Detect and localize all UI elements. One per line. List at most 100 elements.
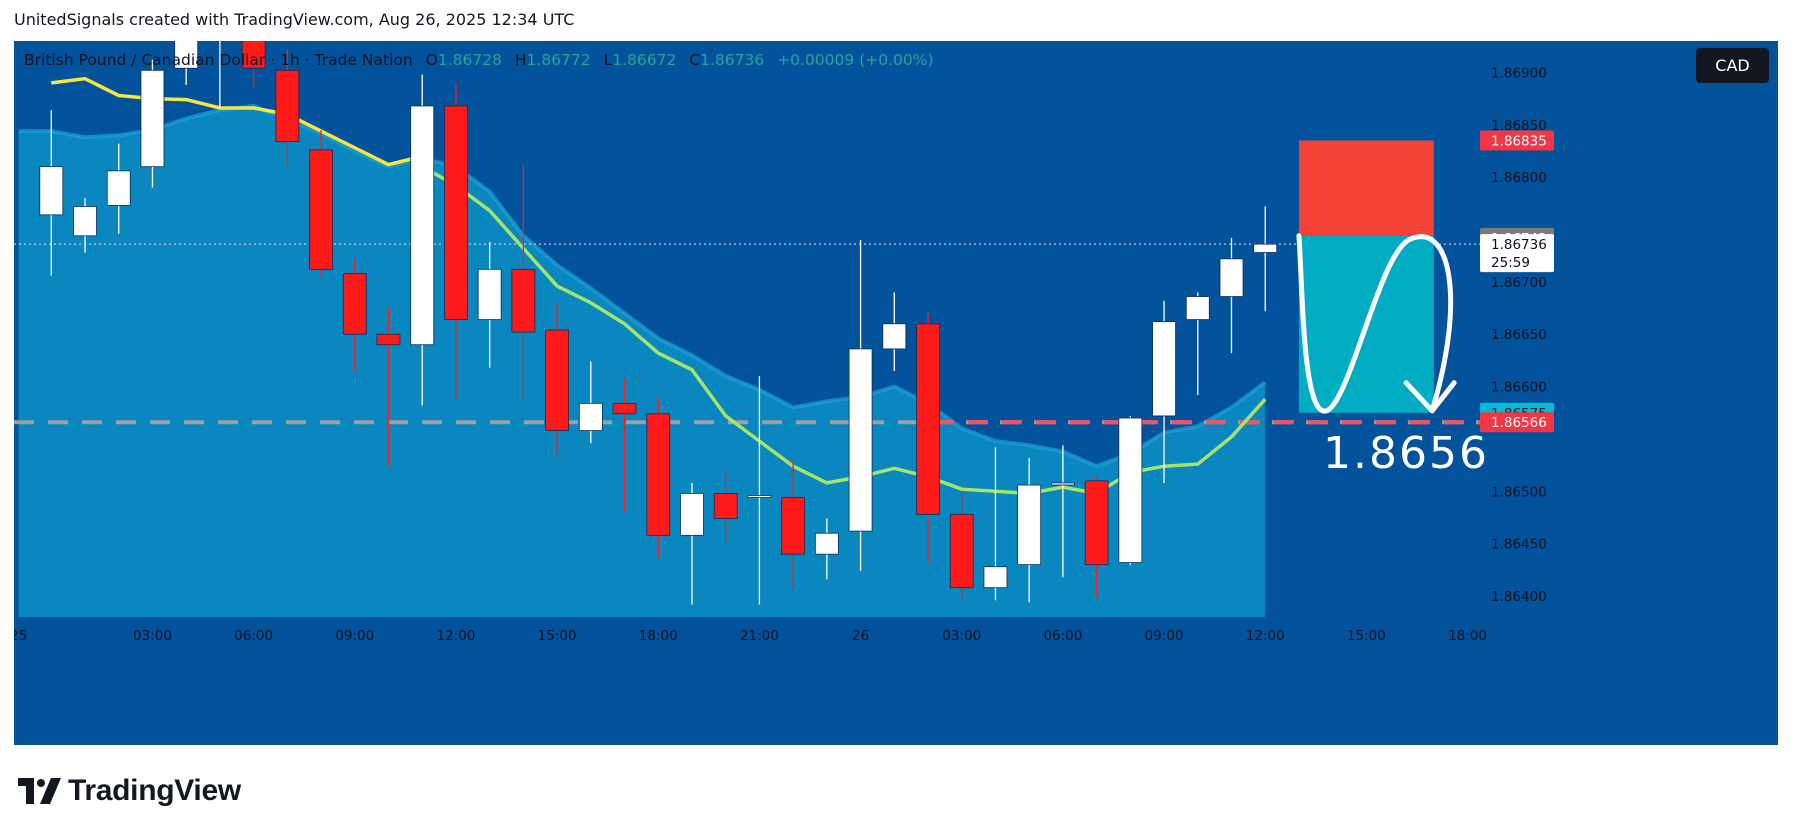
symbol-legend: British Pound / Canadian Dollar · 1h · T… [24, 51, 934, 69]
candle-body [39, 166, 64, 216]
candle-body [376, 333, 401, 346]
time-tick-label: 15:00 [538, 628, 577, 644]
time-tick-label: 03:00 [942, 628, 981, 644]
candle [680, 482, 704, 605]
candle [916, 313, 940, 563]
candle [241, 41, 266, 88]
legend-low-value: 1.86672 [612, 51, 677, 69]
price-tick-label: 1.86600 [1491, 380, 1547, 396]
legend-close-label: C [689, 51, 701, 69]
candle-body [1051, 482, 1075, 486]
price-badge-bg [1480, 130, 1554, 151]
candle [140, 59, 165, 188]
candle-body [444, 105, 468, 320]
candle-body [73, 206, 97, 237]
projection-arrowhead [1403, 380, 1457, 414]
candle [1051, 445, 1075, 578]
candle [713, 470, 738, 544]
price-tick-label: 1.86700 [1491, 275, 1547, 291]
legend-close-value: 1.86736 [700, 51, 765, 69]
candle-body [713, 493, 738, 519]
candle-body [1152, 321, 1176, 417]
tradingview-logo-icon [18, 778, 61, 804]
projection-curve [1296, 233, 1454, 414]
time-tick-label: 09:00 [335, 628, 374, 644]
current-price-label: 1.86736 [1491, 237, 1547, 253]
time-tick-label: 12:00 [436, 628, 475, 644]
time-tick-label: 06:00 [234, 628, 273, 644]
price-tick-label: 1.86900 [1491, 65, 1547, 81]
candle [747, 376, 772, 605]
candle [983, 447, 1008, 601]
candle [1152, 300, 1176, 483]
candle [1219, 237, 1244, 354]
legend-open-value: 1.86728 [437, 51, 502, 69]
time-tick-label: 26 [852, 628, 869, 644]
candlestick-chart[interactable]: 1.8656 1.86900 1.86850 1.86800 1.86700 1.8665… [14, 41, 1778, 745]
candle-body [1017, 484, 1042, 566]
candle [1253, 206, 1278, 312]
candle-body [814, 532, 839, 555]
tradingview-brand[interactable]: TradingView [18, 774, 241, 808]
time-tick-label: 12:00 [1246, 628, 1285, 644]
candle [444, 82, 468, 400]
candle [1118, 415, 1143, 565]
candle [342, 258, 367, 372]
cloud-area [18, 105, 1266, 618]
legend-symbol: British Pound / Canadian Dollar · 1h · T… [24, 51, 413, 69]
candle [646, 397, 671, 559]
candle [39, 110, 64, 276]
candle [174, 41, 199, 85]
candle [848, 239, 873, 571]
candle-body [140, 69, 165, 168]
price-tick-label: 1.86650 [1491, 327, 1547, 343]
price-tick-label: 1.86400 [1491, 589, 1547, 605]
candle-body [781, 497, 806, 555]
candle-body [241, 41, 266, 69]
price-badge-support: 1.86566 [1480, 412, 1554, 433]
candle [612, 378, 637, 513]
candle [73, 198, 97, 253]
candle-body [747, 495, 772, 498]
candle [106, 143, 131, 234]
candle [781, 459, 806, 588]
currency-badge[interactable]: CAD [1696, 48, 1769, 83]
bar-countdown-label: 25:59 [1491, 255, 1530, 271]
price-tick-label: 1.86500 [1491, 484, 1547, 500]
candle-body [1219, 258, 1244, 297]
stop-loss-zone [1298, 140, 1434, 236]
candle [882, 292, 907, 371]
time-tick-label: 15:00 [1347, 628, 1386, 644]
candle-body [174, 41, 199, 69]
price-badge-label: 1.86566 [1491, 415, 1547, 431]
price-tick-label: 1.86450 [1491, 537, 1547, 553]
candle-body [1253, 243, 1278, 253]
candle-body [477, 268, 502, 320]
candle-body [848, 348, 873, 532]
chart-pane[interactable]: 1.8656 1.86900 1.86850 1.86800 1.86700 1.8665… [14, 41, 1778, 745]
time-tick-label: 25 [14, 628, 27, 644]
candle [376, 307, 401, 467]
candle-body [342, 273, 367, 335]
candle-body [680, 493, 704, 536]
candle-body [511, 268, 536, 333]
legend-low-label: L [603, 51, 613, 69]
time-tick-label: 18:00 [1448, 628, 1487, 644]
candle [511, 164, 536, 402]
candle-body [1118, 417, 1143, 563]
candle-body [106, 170, 131, 206]
time-tick-label: 06:00 [1043, 628, 1082, 644]
candle-body [646, 413, 671, 536]
current-price-badge: 1.86736 25:59 [1480, 234, 1554, 273]
price-tick-label: 1.86850 [1491, 118, 1547, 134]
candle-body [949, 513, 974, 589]
price-axis: 1.86900 1.86850 1.86800 1.86700 1.86650 1.866… [1480, 65, 1554, 605]
candle [219, 41, 221, 109]
price-badge-label: 1.86835 [1491, 133, 1547, 149]
candle-body [545, 329, 569, 431]
candle [275, 49, 300, 167]
candle [1185, 292, 1210, 395]
legend-open-label: O [425, 51, 438, 69]
chart-attribution: UnitedSignals created with TradingView.c… [14, 10, 575, 29]
candle [814, 518, 839, 580]
